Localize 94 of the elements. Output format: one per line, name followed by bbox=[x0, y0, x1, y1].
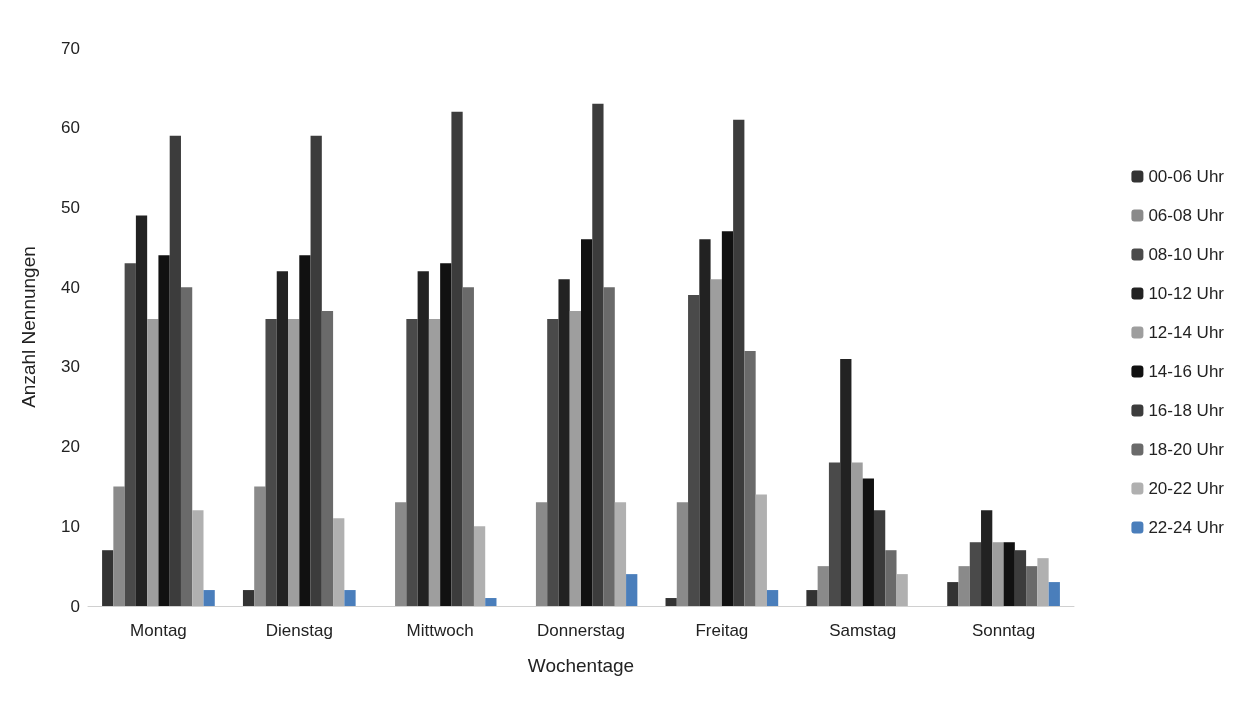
bar bbox=[958, 566, 970, 606]
bar bbox=[440, 263, 452, 606]
y-tick-label: 60 bbox=[61, 118, 80, 138]
bar bbox=[113, 486, 125, 606]
bar bbox=[699, 239, 711, 606]
bar bbox=[840, 358, 852, 606]
bar bbox=[473, 526, 486, 606]
bar bbox=[710, 279, 722, 606]
bar bbox=[276, 271, 289, 606]
bar bbox=[1014, 550, 1027, 606]
bar bbox=[485, 598, 497, 606]
bar bbox=[333, 518, 345, 606]
legend-label: 08-10 Uhr bbox=[1148, 245, 1225, 264]
legend-label: 14-16 Uhr bbox=[1148, 362, 1225, 381]
bar bbox=[265, 319, 277, 606]
bar bbox=[451, 111, 463, 606]
bar bbox=[828, 462, 841, 606]
bar bbox=[665, 598, 677, 606]
bar bbox=[851, 462, 863, 606]
y-tick-label: 10 bbox=[61, 516, 80, 536]
y-tick-label: 30 bbox=[61, 357, 80, 377]
x-tick-label: Dienstag bbox=[265, 621, 333, 640]
bar bbox=[192, 510, 204, 606]
bar bbox=[254, 486, 266, 606]
bar bbox=[203, 590, 215, 606]
bar bbox=[406, 319, 418, 606]
x-tick-label: Mittwoch bbox=[406, 621, 474, 640]
bar bbox=[581, 239, 593, 606]
legend-label: 06-08 Uhr bbox=[1148, 206, 1225, 225]
legend-label: 20-22 Uhr bbox=[1148, 479, 1225, 498]
legend-label: 00-06 Uhr bbox=[1148, 167, 1225, 186]
x-axis-title: Wochentage bbox=[527, 655, 635, 676]
bar bbox=[299, 255, 311, 606]
bar bbox=[817, 566, 829, 606]
bar bbox=[1037, 558, 1049, 606]
bar bbox=[124, 263, 136, 606]
bar bbox=[896, 574, 908, 606]
bar bbox=[766, 590, 779, 606]
bar bbox=[288, 319, 300, 606]
legend-label: 12-14 Uhr bbox=[1148, 323, 1225, 342]
y-tick-label: 0 bbox=[70, 596, 80, 616]
y-tick-label: 40 bbox=[61, 277, 80, 297]
bar bbox=[147, 319, 159, 606]
bar bbox=[169, 135, 181, 606]
bar bbox=[1026, 566, 1038, 606]
bar bbox=[755, 494, 767, 606]
bar bbox=[885, 550, 897, 606]
bar bbox=[721, 231, 734, 606]
bar bbox=[428, 319, 441, 606]
bar bbox=[1048, 582, 1060, 606]
y-tick-label: 50 bbox=[61, 197, 80, 217]
bar bbox=[862, 478, 874, 606]
bar bbox=[242, 590, 255, 606]
legend-label: 22-24 Uhr bbox=[1148, 518, 1225, 537]
bar bbox=[688, 295, 700, 606]
bar bbox=[102, 550, 114, 606]
y-tick-label: 20 bbox=[61, 437, 80, 457]
bar bbox=[969, 542, 982, 606]
bar bbox=[135, 215, 148, 606]
bar bbox=[947, 582, 959, 606]
bar bbox=[158, 255, 170, 606]
bar bbox=[676, 502, 689, 606]
bar bbox=[569, 311, 581, 606]
y-axis-title: Anzahl Nennungen bbox=[18, 246, 39, 408]
bar bbox=[733, 119, 745, 606]
x-tick-label: Freitag bbox=[695, 621, 749, 640]
bar bbox=[806, 590, 818, 606]
bar bbox=[614, 502, 627, 606]
bar bbox=[535, 502, 548, 606]
bar bbox=[558, 279, 570, 606]
bar bbox=[626, 574, 638, 606]
legend-label: 16-18 Uhr bbox=[1148, 401, 1225, 420]
bar bbox=[462, 287, 474, 606]
y-tick-label: 70 bbox=[61, 38, 80, 58]
x-tick-label: Sonntag bbox=[971, 621, 1036, 640]
x-tick-label: Montag bbox=[130, 621, 187, 640]
bar bbox=[344, 590, 356, 606]
bar bbox=[992, 542, 1004, 606]
bar bbox=[592, 103, 604, 606]
bar bbox=[873, 510, 886, 606]
bar bbox=[180, 287, 193, 606]
x-tick-label: Samstag bbox=[829, 621, 897, 640]
bar bbox=[310, 135, 322, 606]
bar bbox=[321, 311, 334, 606]
legend-label: 18-20 Uhr bbox=[1148, 440, 1225, 459]
legend-label: 10-12 Uhr bbox=[1148, 284, 1225, 303]
bar bbox=[981, 510, 993, 606]
bar bbox=[744, 350, 756, 606]
x-tick-label: Donnerstag bbox=[537, 621, 625, 640]
bar bbox=[1003, 542, 1015, 606]
bar bbox=[547, 319, 559, 606]
bar bbox=[395, 502, 407, 606]
bar bbox=[603, 287, 615, 606]
bar bbox=[417, 271, 429, 606]
